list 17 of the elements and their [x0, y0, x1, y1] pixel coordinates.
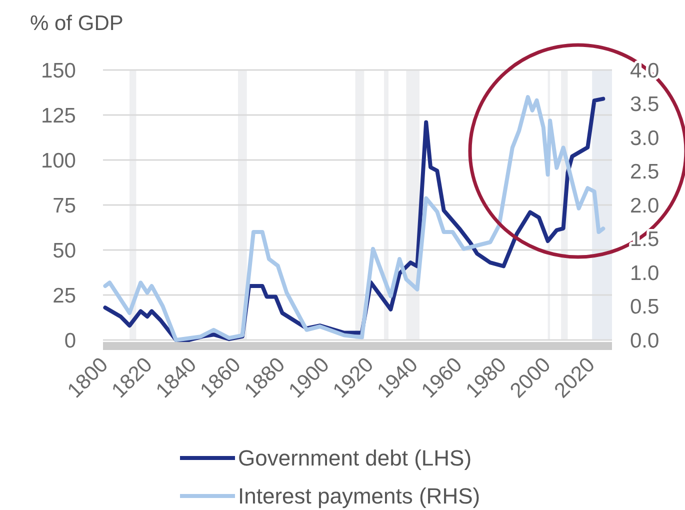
- y-tick-label: 50: [52, 239, 76, 262]
- y-axis-title: % of GDP: [30, 12, 124, 35]
- y-tick-label: 150: [40, 59, 76, 82]
- y-tick-label: 125: [40, 104, 76, 128]
- y2-tick-label: 0.0: [630, 329, 660, 352]
- y2-tick-label: 3.0: [630, 126, 660, 150]
- y-tick-label: 25: [52, 284, 76, 308]
- y2-tick-label: 2.5: [630, 160, 660, 184]
- y2-tick-label: 0.5: [630, 296, 660, 319]
- y2-tick-label: 2.0: [630, 194, 660, 218]
- y2-tick-label: 3.5: [630, 93, 660, 116]
- y2-tick-label: 1.0: [630, 262, 660, 285]
- y-tick-label: 0: [64, 329, 76, 352]
- legend-label: Government debt (LHS): [238, 446, 472, 471]
- y-tick-label: 100: [40, 149, 76, 172]
- y-tick-label: 75: [52, 194, 76, 218]
- legend-label: Interest payments (RHS): [238, 484, 480, 509]
